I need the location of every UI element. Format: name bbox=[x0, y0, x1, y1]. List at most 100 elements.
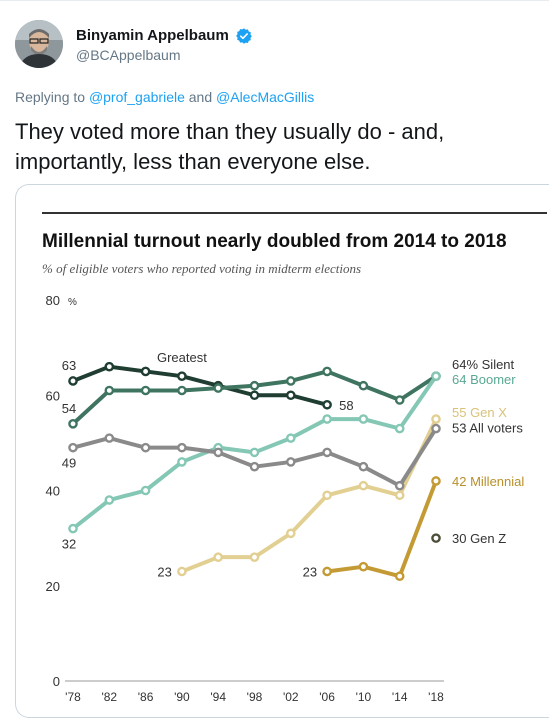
x-tick-label: '98 bbox=[247, 690, 263, 704]
data-point-all-voters bbox=[213, 447, 223, 458]
series-line-millennial bbox=[326, 480, 438, 579]
data-point-all-voters bbox=[177, 442, 187, 453]
data-point-greatest bbox=[322, 399, 332, 410]
turnout-line-chart: Millennial turnout nearly doubled from 2… bbox=[42, 212, 547, 704]
data-point-all-voters bbox=[68, 442, 78, 453]
data-point-boomer bbox=[177, 457, 187, 467]
x-tick-label: '78 bbox=[65, 690, 81, 704]
tweet-text-line-1: They voted more than they usually do - a… bbox=[15, 119, 445, 144]
top-divider bbox=[0, 0, 549, 1]
data-point-gen-x bbox=[213, 552, 223, 562]
data-point-silent bbox=[358, 380, 369, 391]
data-point-silent bbox=[285, 376, 296, 386]
end-value-label: 58 bbox=[339, 398, 353, 413]
start-value-label: 23 bbox=[157, 564, 171, 579]
chart-title: Millennial turnout nearly doubled from 2… bbox=[42, 231, 507, 252]
person-avatar-icon bbox=[15, 20, 63, 68]
start-value-label: 49 bbox=[62, 456, 76, 471]
author-handle[interactable]: @BCAppelbaum bbox=[76, 47, 181, 63]
data-point-millennial bbox=[358, 561, 369, 572]
reply-prefix: Replying to bbox=[15, 89, 86, 105]
data-point-all-voters bbox=[431, 423, 441, 434]
data-point-silent bbox=[394, 395, 405, 405]
data-point-gen-x bbox=[394, 490, 405, 501]
data-point-boomer bbox=[104, 495, 115, 505]
data-point-all-voters bbox=[394, 480, 405, 491]
end-value-label: 30 Gen Z bbox=[452, 531, 506, 546]
start-value-label: 23 bbox=[303, 564, 317, 579]
chart-top-rule bbox=[42, 212, 547, 214]
reply-user-link-1[interactable]: @prof_gabriele bbox=[88, 89, 185, 105]
data-point-gen-z bbox=[431, 533, 441, 543]
end-value-label: 42 Millennial bbox=[452, 474, 524, 489]
data-point-silent bbox=[213, 383, 223, 393]
data-point-silent bbox=[68, 419, 78, 429]
y-tick-label: 40 bbox=[46, 484, 60, 499]
data-point-boomer bbox=[322, 414, 332, 424]
reply-user-link-2[interactable]: @AlecMacGillis bbox=[216, 89, 315, 105]
y-tick-label: 60 bbox=[46, 388, 60, 403]
data-point-greatest bbox=[249, 390, 260, 401]
x-tick-label: '90 bbox=[174, 690, 190, 704]
x-tick-label: '82 bbox=[101, 690, 117, 704]
data-point-boomer bbox=[68, 523, 78, 534]
data-point-gen-x bbox=[431, 414, 441, 424]
verified-badge-icon bbox=[236, 28, 253, 44]
data-point-silent bbox=[177, 385, 187, 396]
data-point-silent bbox=[104, 385, 115, 396]
data-point-all-voters bbox=[249, 461, 260, 472]
end-value-label: 55 Gen X bbox=[452, 405, 507, 420]
data-point-greatest bbox=[177, 371, 187, 381]
y-tick-label: 0 bbox=[53, 674, 60, 689]
end-value-label: 53 All voters bbox=[452, 421, 523, 436]
data-point-all-voters bbox=[140, 442, 151, 453]
start-value-label: 54 bbox=[62, 401, 76, 416]
start-value-label: 32 bbox=[62, 537, 76, 552]
data-point-all-voters bbox=[104, 433, 115, 443]
chart-subtitle: % of eligible voters who reported voting… bbox=[42, 261, 361, 276]
data-point-greatest bbox=[140, 366, 151, 377]
author-name[interactable]: Binyamin Appelbaum bbox=[76, 27, 229, 45]
data-point-all-voters bbox=[358, 461, 369, 472]
data-point-boomer bbox=[249, 447, 260, 458]
y-unit-label: % bbox=[68, 297, 77, 308]
series-line-gen-x bbox=[181, 418, 438, 574]
x-tick-label: '94 bbox=[210, 690, 226, 704]
end-value-label: 64% Silent bbox=[452, 357, 515, 372]
avatar[interactable] bbox=[15, 20, 63, 68]
tweet-text: They voted more than they usually do - a… bbox=[15, 117, 535, 177]
x-tick-label: '86 bbox=[138, 690, 154, 704]
series-line-greatest bbox=[72, 364, 328, 407]
data-point-boomer bbox=[140, 485, 151, 496]
data-point-greatest bbox=[285, 390, 296, 401]
data-point-boomer bbox=[285, 433, 296, 443]
data-point-greatest bbox=[104, 361, 115, 372]
start-value-label: 63 bbox=[62, 358, 76, 373]
data-point-boomer bbox=[394, 423, 405, 434]
x-tick-label: '06 bbox=[319, 690, 335, 704]
data-point-millennial bbox=[394, 571, 405, 582]
tweet-text-line-2: importantly, less than everyone else. bbox=[15, 149, 371, 174]
data-point-gen-x bbox=[358, 480, 369, 491]
series-name-label: Greatest bbox=[157, 350, 207, 365]
data-point-all-voters bbox=[285, 457, 296, 467]
data-point-gen-x bbox=[249, 552, 260, 562]
reply-context: Replying to @prof_gabriele and @AlecMacG… bbox=[15, 89, 314, 105]
reply-and: and bbox=[188, 89, 213, 105]
data-point-silent bbox=[322, 366, 332, 377]
data-point-boomer bbox=[358, 414, 369, 424]
data-point-millennial bbox=[431, 476, 441, 486]
x-tick-label: '02 bbox=[283, 690, 299, 704]
data-point-silent bbox=[140, 385, 151, 396]
data-point-gen-x bbox=[177, 566, 187, 577]
data-point-greatest bbox=[68, 376, 78, 386]
data-point-millennial bbox=[322, 566, 332, 577]
chart-image-card[interactable]: Millennial turnout nearly doubled from 2… bbox=[15, 184, 549, 718]
data-point-boomer bbox=[431, 371, 441, 381]
data-point-all-voters bbox=[322, 447, 332, 458]
x-tick-label: '18 bbox=[428, 690, 444, 704]
end-value-label: 64 Boomer bbox=[452, 372, 516, 387]
data-point-silent bbox=[249, 380, 260, 391]
x-tick-label: '14 bbox=[392, 690, 408, 704]
author-name-row[interactable]: Binyamin Appelbaum bbox=[76, 27, 253, 45]
